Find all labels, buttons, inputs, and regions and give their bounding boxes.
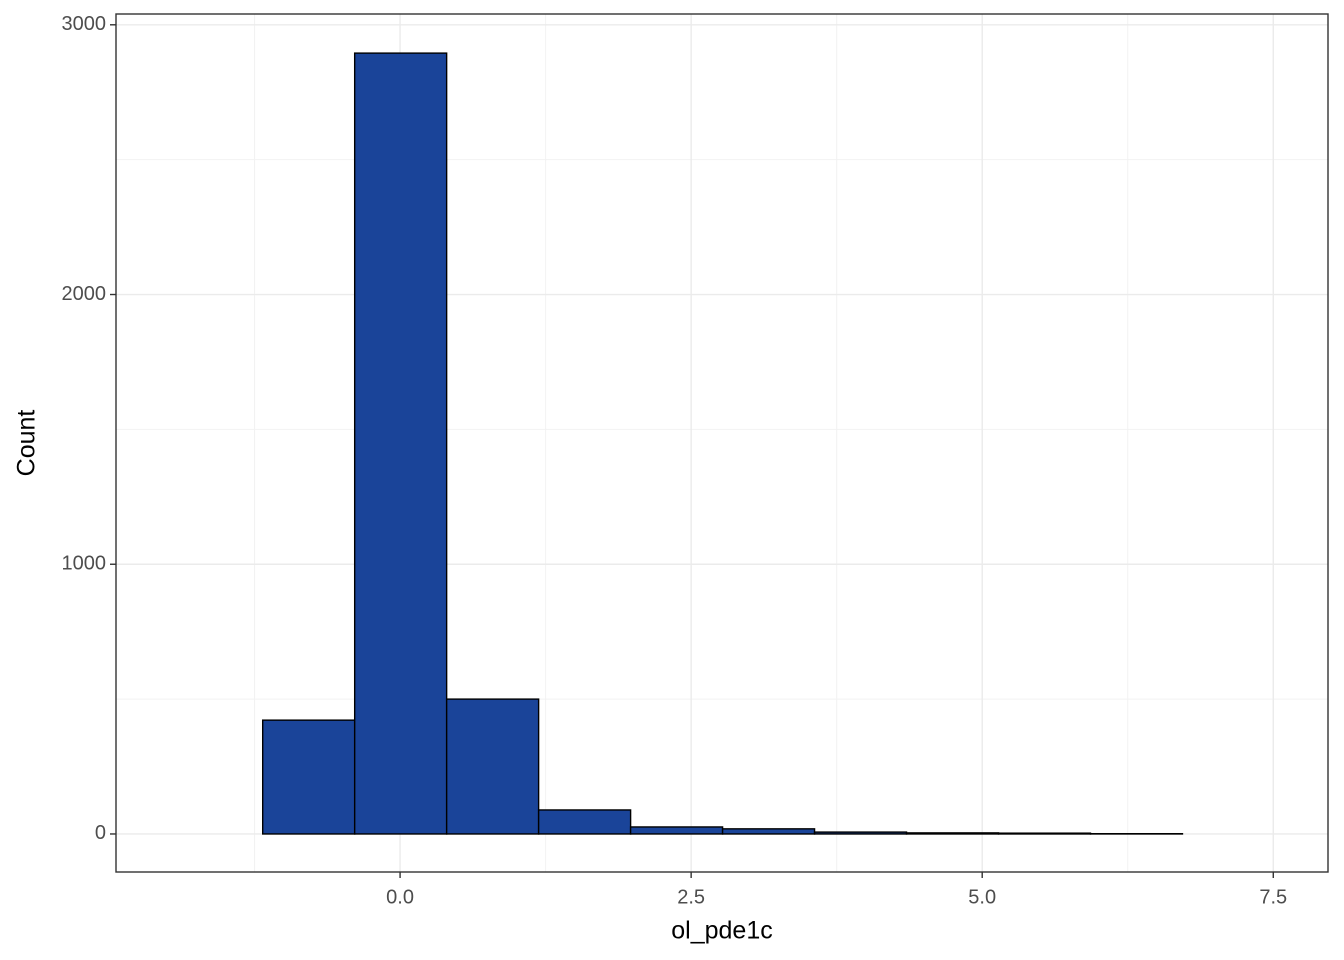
y-tick-label: 1000	[62, 553, 107, 575]
x-axis-title: ol_pde1c	[671, 917, 772, 945]
y-tick-label: 2000	[62, 283, 107, 305]
bar	[813, 831, 908, 835]
panel-border	[115, 13, 1329, 873]
bar	[445, 698, 540, 835]
x-tick-label: 5.0	[968, 886, 996, 908]
bar	[353, 52, 448, 835]
y-axis-title: Count	[13, 410, 41, 477]
bar	[997, 832, 1092, 835]
x-tick-label: 7.5	[1259, 886, 1287, 908]
bar	[261, 719, 356, 835]
y-tick-label: 3000	[62, 13, 107, 35]
bar	[905, 832, 1000, 835]
bar	[537, 809, 632, 835]
y-tick-label: 0	[95, 822, 106, 844]
x-tick-label: 2.5	[677, 886, 705, 908]
x-tick-label: 0.0	[386, 886, 414, 908]
bar	[721, 828, 816, 835]
bar	[629, 826, 724, 835]
